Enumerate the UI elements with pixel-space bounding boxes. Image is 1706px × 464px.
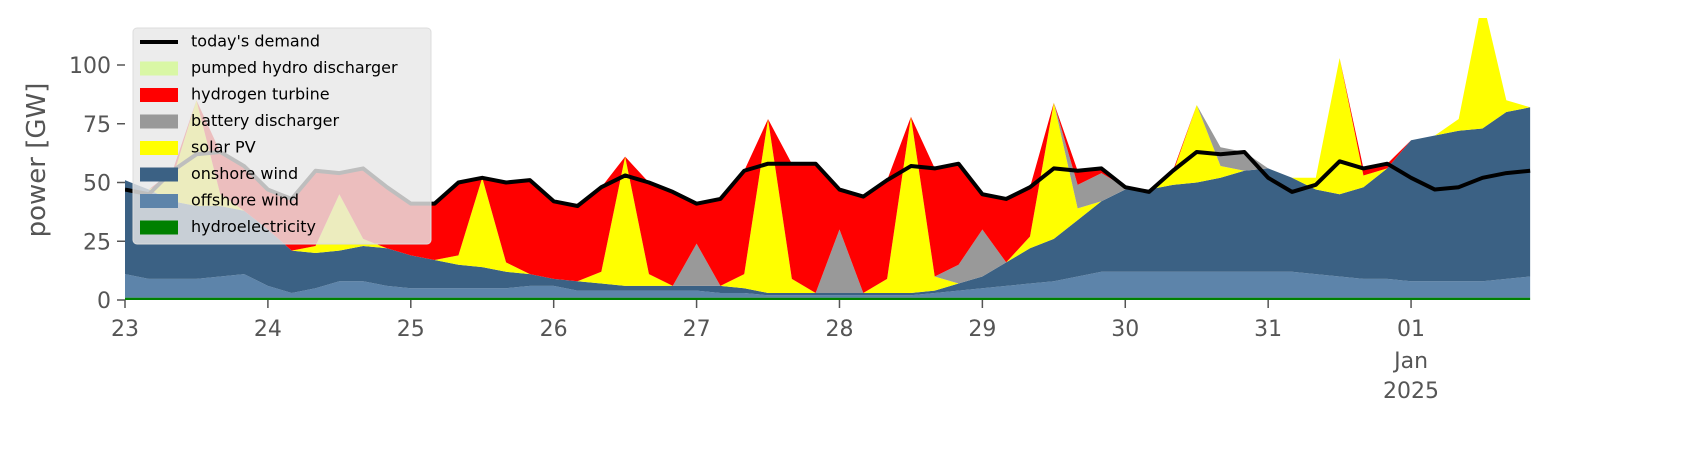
y-tick-label: 25	[83, 230, 111, 255]
legend-box	[132, 27, 432, 245]
area	[125, 18, 1531, 293]
legend-label: hydrogen turbine	[191, 85, 330, 104]
legend-label: solar PV	[191, 138, 256, 157]
x-tick-label: 27	[683, 317, 711, 342]
x-tick-label: 24	[254, 317, 282, 342]
y-axis-label: power [GW]	[22, 83, 52, 238]
x-tick-label: 23	[111, 317, 139, 342]
legend-label: offshore wind	[191, 191, 299, 210]
y-tick-label: 100	[69, 54, 111, 79]
x-month-label: Jan	[1392, 349, 1428, 374]
y-tick-label: 50	[83, 172, 111, 197]
area	[125, 107, 1531, 296]
x-tick-label: 28	[825, 317, 853, 342]
x-tick-label: 01	[1397, 317, 1425, 342]
x-tick-label: 31	[1254, 317, 1282, 342]
legend-swatch	[140, 141, 178, 155]
x-tick-label: 30	[1111, 317, 1139, 342]
y-tick-label: 75	[83, 113, 111, 138]
area	[125, 297, 1531, 300]
y-tick-label: 0	[97, 289, 111, 314]
legend-label: onshore wind	[191, 164, 298, 183]
axes: 0 25 50 75 100 23 24 25 26 27 28 29 30 31 01 Jan 2025	[69, 54, 1439, 404]
legend-label: today's demand	[191, 32, 320, 51]
area	[125, 18, 1531, 293]
legend-swatch	[140, 61, 178, 76]
x-tick-label: 29	[968, 317, 996, 342]
x-tick-label: 26	[540, 317, 568, 342]
legend-swatch	[140, 167, 178, 182]
x-tick-label: 25	[397, 317, 425, 342]
legend-label: hydroelectricity	[191, 217, 316, 236]
legend-swatch	[140, 220, 178, 235]
legend-swatch	[140, 194, 178, 208]
legend-swatch	[140, 114, 178, 129]
legend-label: pumped hydro discharger	[191, 58, 398, 77]
x-year-label: 2025	[1383, 379, 1439, 404]
area	[125, 271, 1531, 298]
legend-swatch	[140, 88, 178, 102]
legend: today's demand pumped hydro discharger hyd…	[132, 27, 432, 245]
legend-label: battery discharger	[191, 111, 339, 130]
